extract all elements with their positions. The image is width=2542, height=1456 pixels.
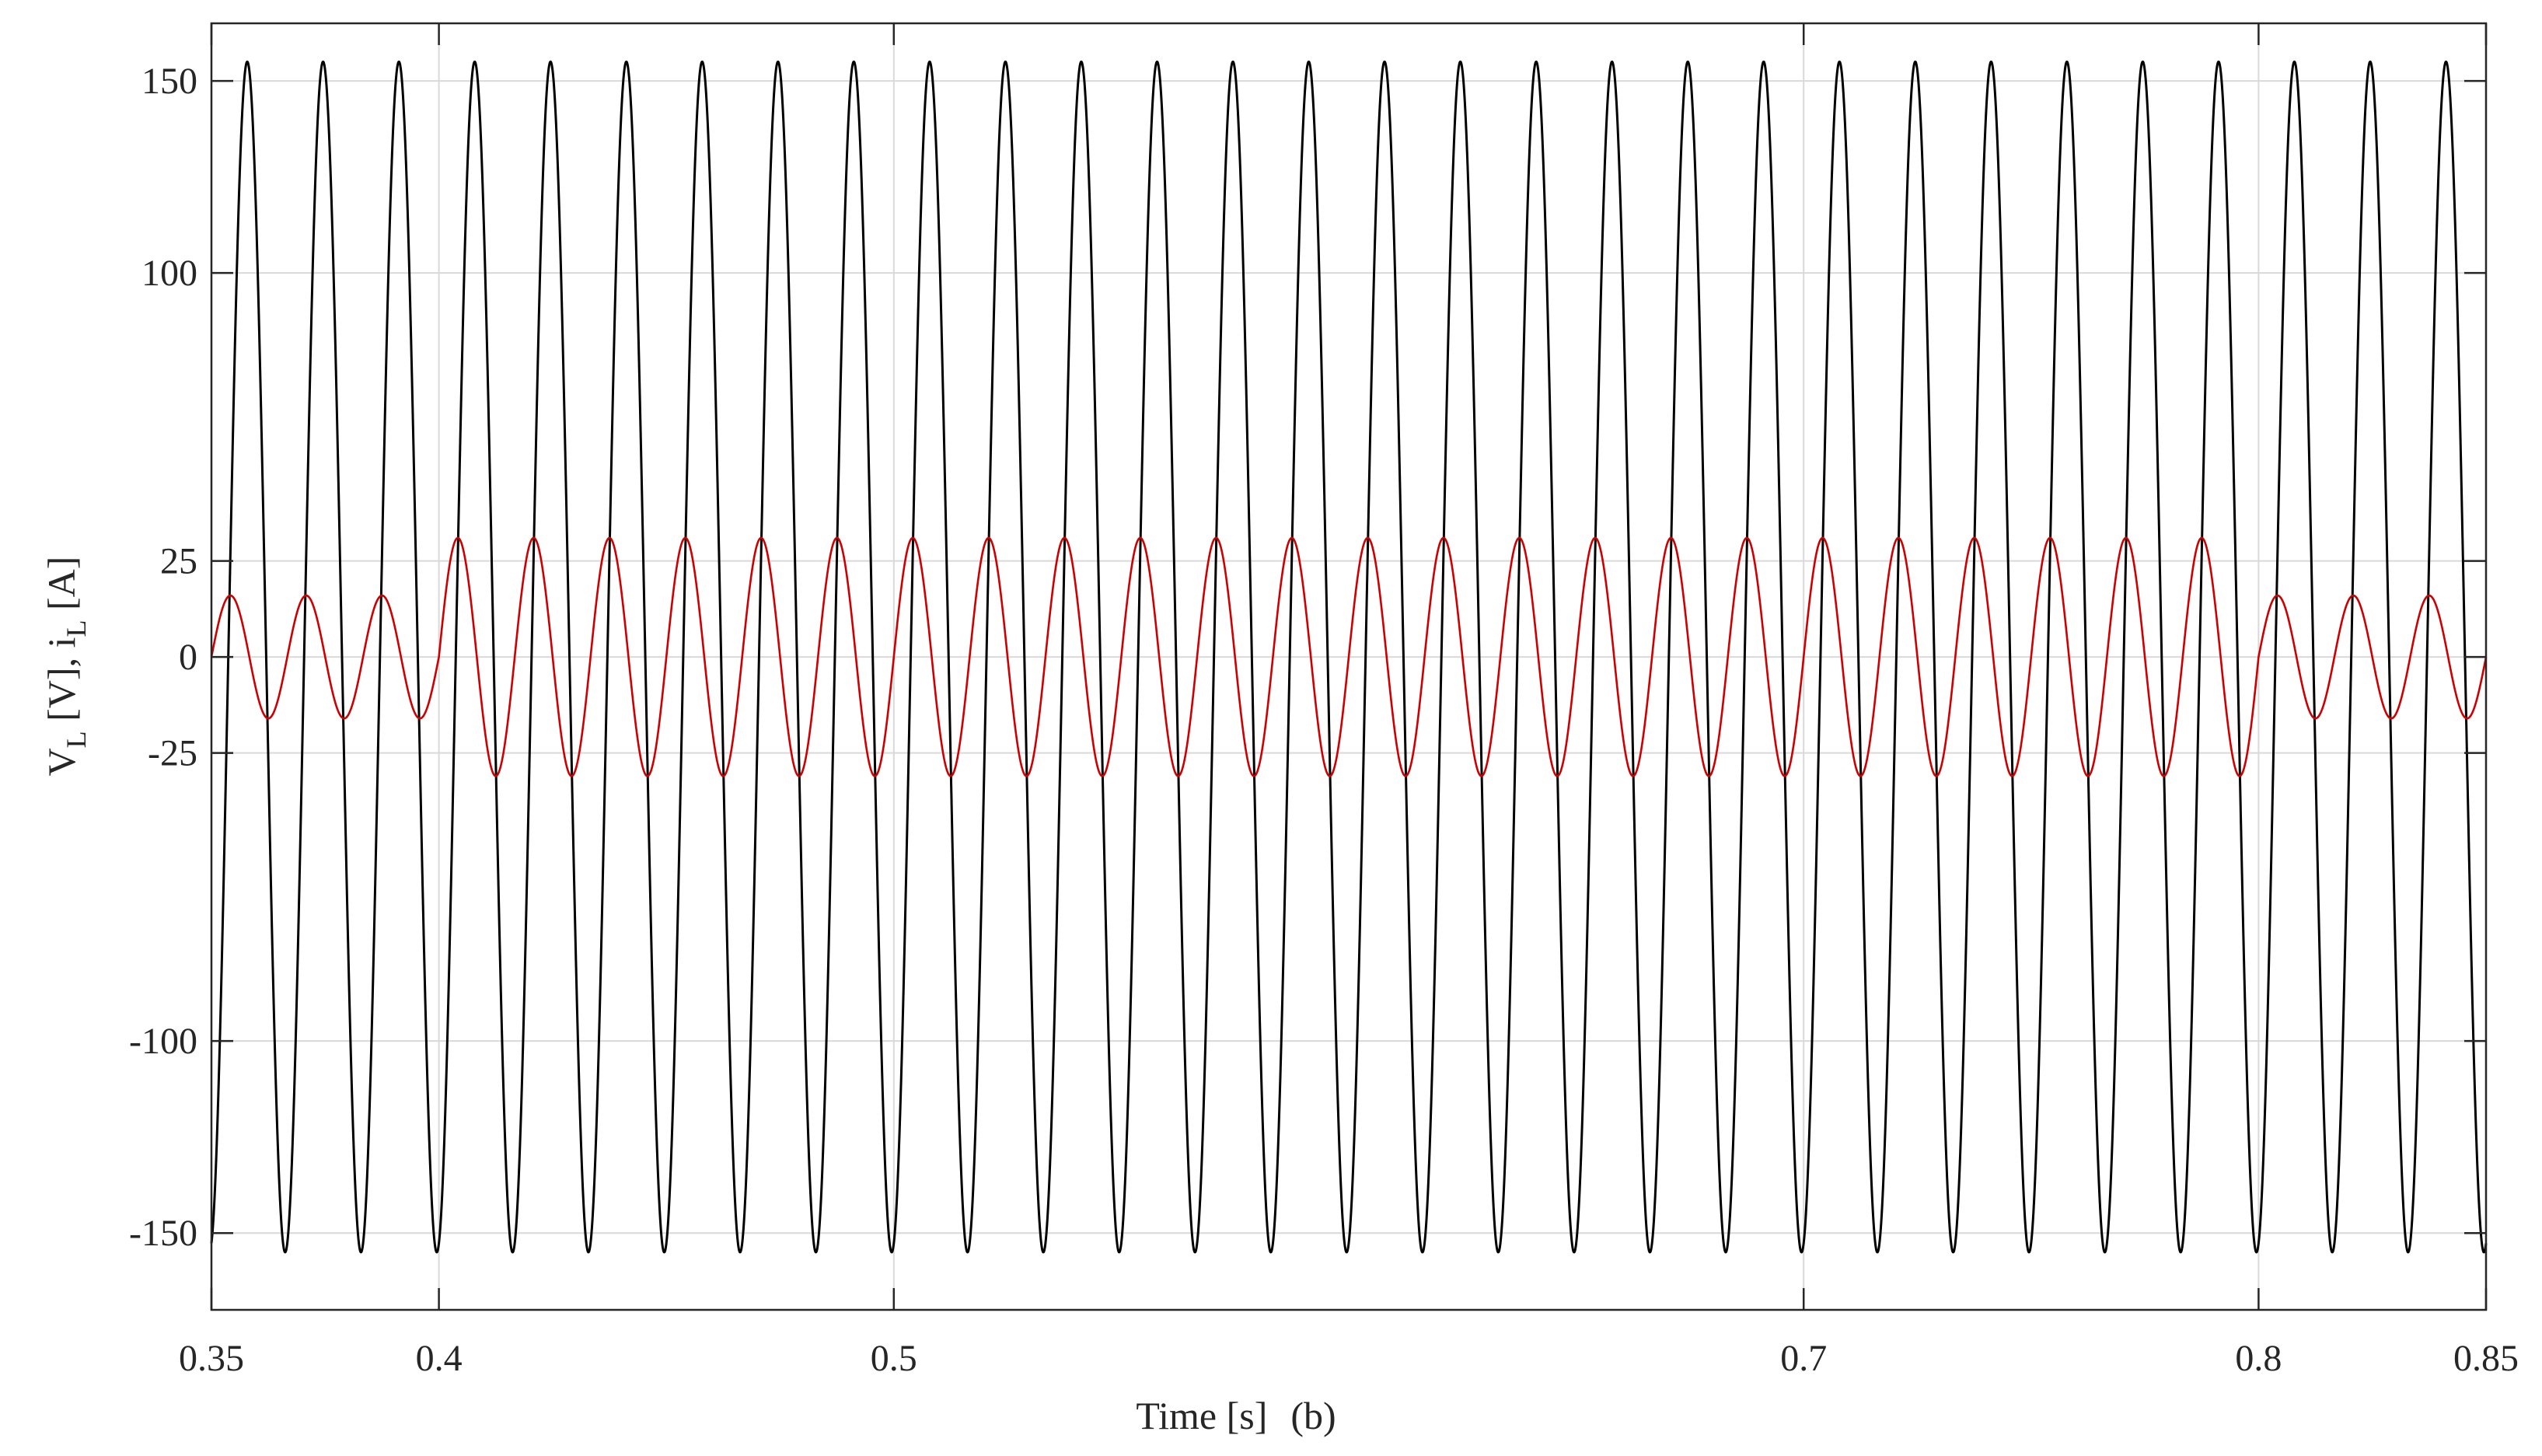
y-tick-label: 150 bbox=[141, 61, 197, 102]
x-tick-label: 0.4 bbox=[416, 1338, 463, 1379]
x-tick-label: 0.35 bbox=[179, 1338, 244, 1379]
voltage-series-line bbox=[210, 60, 2488, 1254]
x-tick-label: 0.85 bbox=[2453, 1338, 2519, 1379]
y-axis-label: VL [V], iL [A] bbox=[40, 557, 92, 777]
x-tick-label: 0.5 bbox=[871, 1338, 917, 1379]
y-tick-label: 100 bbox=[141, 253, 197, 294]
plot-series bbox=[210, 60, 2488, 1254]
plot-frame bbox=[210, 22, 2488, 1311]
tick-marks bbox=[210, 23, 2488, 1310]
x-tick-label: 0.8 bbox=[2235, 1338, 2282, 1379]
y-tick-label: -150 bbox=[129, 1213, 197, 1254]
y-tick-label: 25 bbox=[160, 541, 197, 582]
y-tick-label: 0 bbox=[179, 637, 197, 678]
x-tick-label: 0.7 bbox=[1780, 1338, 1827, 1379]
x-axis-label: Time [s] (b) bbox=[1136, 1394, 1336, 1437]
y-tick-label: -25 bbox=[148, 733, 197, 774]
x-tick-labels: 0.35 0.4 0.5 0.7 0.8 0.85 bbox=[179, 1338, 2519, 1379]
current-series-line bbox=[210, 536, 2488, 777]
y-tick-labels: 150 100 25 0 -25 -100 -150 bbox=[129, 61, 197, 1254]
y-tick-label: -100 bbox=[129, 1021, 197, 1062]
